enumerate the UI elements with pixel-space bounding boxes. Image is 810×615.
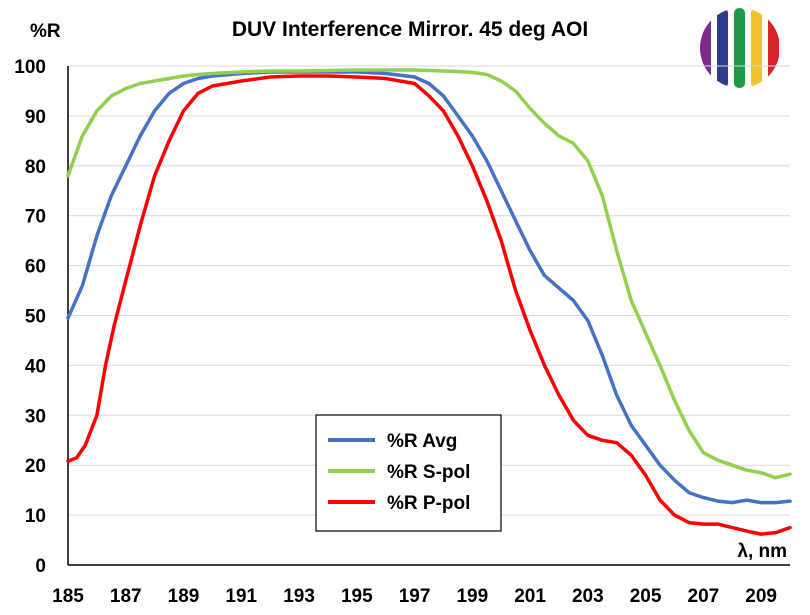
x-tick-label: 197 [399, 586, 431, 607]
series-line-ppol [66, 74, 792, 536]
y-tick-label: 90 [25, 107, 46, 128]
x-tick-label: 205 [630, 586, 662, 607]
legend-label-spol: %R S-pol [387, 462, 470, 483]
y-tick-label: 10 [25, 506, 46, 527]
series-line-avg [66, 70, 792, 505]
logo-stripe [700, 8, 711, 88]
logo-stripe [734, 8, 745, 88]
logo-stripe [751, 8, 762, 88]
x-tick-label: 187 [110, 586, 142, 607]
logo-stripe [717, 8, 728, 88]
y-tick-label: 0 [35, 556, 46, 577]
x-tick-label: 195 [341, 586, 373, 607]
stripes-logo [700, 8, 779, 88]
y-tick-label: 30 [25, 406, 46, 427]
y-tick-label: 50 [25, 307, 46, 328]
x-axis-label: λ, nm [737, 541, 787, 562]
legend-label-avg: %R Avg [387, 431, 457, 452]
x-tick-label: 201 [514, 586, 546, 607]
y-tick-label: 70 [25, 207, 46, 228]
legend-label-ppol: %R P-pol [387, 493, 470, 514]
x-tick-label: 199 [456, 586, 488, 607]
x-tick-label: 191 [225, 586, 257, 607]
chart-title: DUV Interference Mirror. 45 deg AOI [232, 18, 588, 41]
series-line-spol [66, 68, 792, 480]
logo-stripe [768, 8, 779, 88]
y-axis-label: %R [30, 21, 61, 42]
x-tick-label: 209 [745, 586, 777, 607]
x-tick-label: 203 [572, 586, 604, 607]
y-tick-label: 40 [25, 356, 46, 377]
x-tick-label: 185 [52, 586, 84, 607]
x-tick-label: 207 [688, 586, 720, 607]
y-tick-label: 20 [25, 456, 46, 477]
legend: %R Avg %R S-pol %R P-pol [315, 414, 502, 532]
y-tick-label: 60 [25, 257, 46, 278]
x-tick-label: 193 [283, 586, 315, 607]
y-tick-label: 80 [25, 157, 46, 178]
x-tick-label: 189 [168, 586, 200, 607]
y-tick-label: 100 [14, 57, 46, 78]
